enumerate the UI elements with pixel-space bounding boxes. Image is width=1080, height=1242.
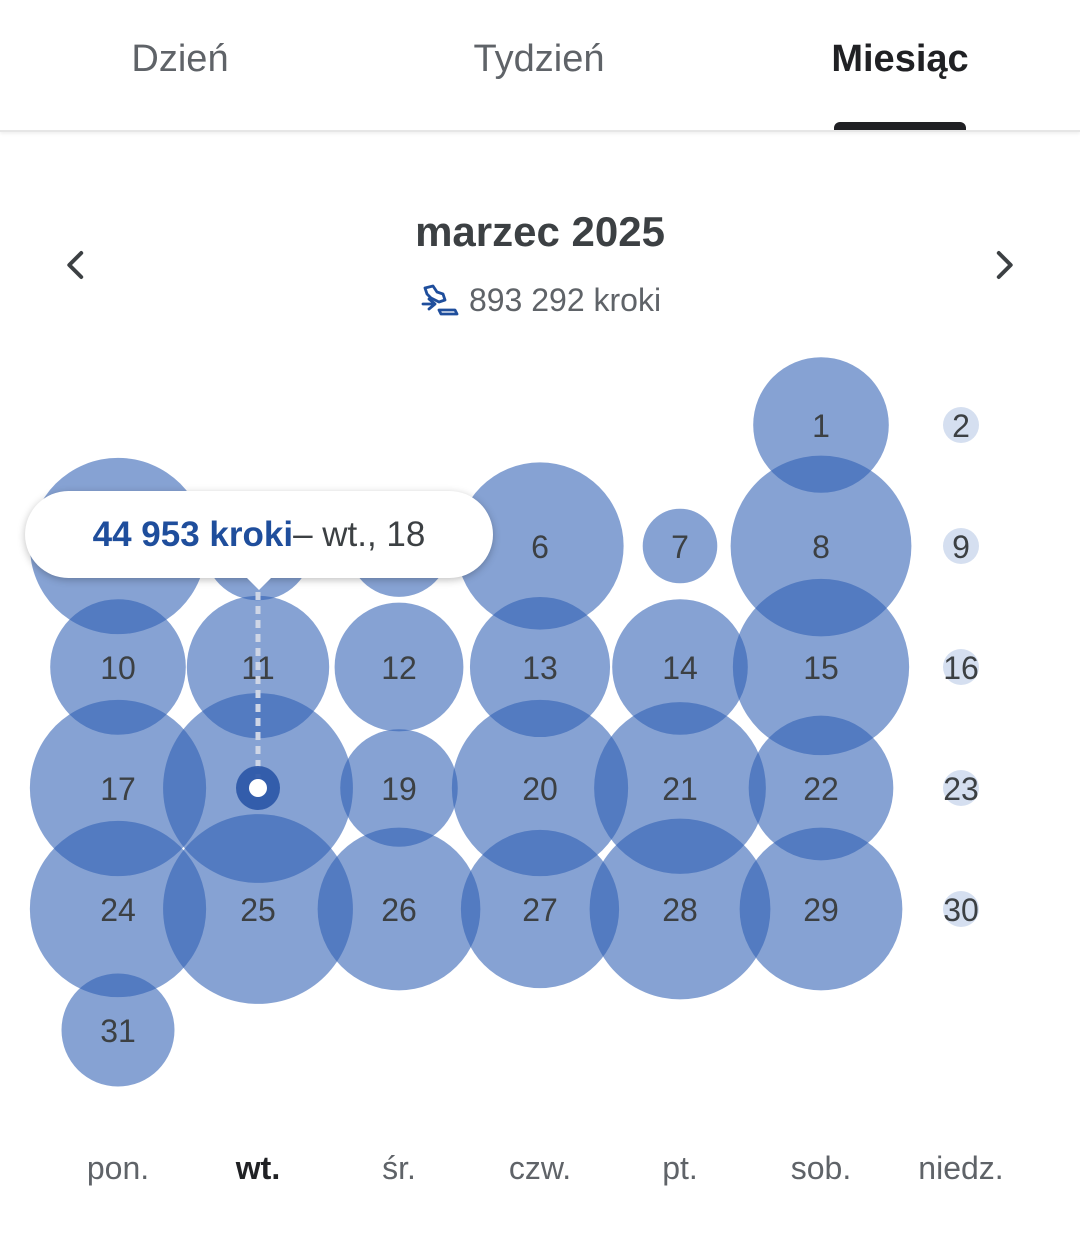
day-number-label: 1 — [812, 408, 830, 444]
day-number-label: 2 — [952, 408, 970, 444]
day-number-label: 21 — [662, 771, 698, 807]
tooltip-steps: 44 953 kroki — [92, 514, 294, 554]
weekday-label: pon. — [86, 1150, 150, 1186]
day-bubble[interactable] — [451, 699, 629, 877]
day-number-label: 26 — [381, 892, 417, 928]
day-bubble[interactable] — [460, 829, 620, 989]
day-number-label: 22 — [803, 771, 839, 807]
selected-day-tooltip: 44 953 kroki – wt., 18 — [25, 491, 493, 578]
day-number-label: 30 — [943, 892, 979, 928]
day-bubble[interactable] — [943, 407, 979, 443]
day-number-label: 8 — [812, 529, 830, 565]
day-bubble[interactable] — [732, 578, 910, 756]
month-title: marzec 2025 — [415, 208, 665, 255]
day-number-label: 7 — [671, 529, 689, 565]
day-number-label: 16 — [943, 650, 979, 686]
tab-week[interactable]: Tydzień — [473, 38, 605, 80]
monthly-total-steps: 893 292 kroki — [468, 282, 662, 318]
next-month-button[interactable] — [974, 235, 1034, 295]
day-number-label: 27 — [522, 892, 558, 928]
day-number-label: 24 — [100, 892, 136, 928]
weekday-label: sob. — [790, 1150, 852, 1186]
day-bubble[interactable] — [943, 649, 979, 685]
day-number-label: 14 — [662, 650, 698, 686]
day-number-label: 28 — [662, 892, 698, 928]
active-tab-indicator — [834, 122, 966, 130]
day-number-label: 12 — [381, 650, 417, 686]
day-bubble[interactable] — [340, 729, 458, 847]
day-bubble[interactable] — [612, 599, 748, 735]
day-bubble[interactable] — [29, 699, 207, 877]
day-number-label: 10 — [100, 650, 136, 686]
day-bubble[interactable] — [589, 818, 771, 1000]
day-number-label: 23 — [943, 771, 979, 807]
weekday-label: pt. — [662, 1150, 698, 1186]
day-bubble[interactable] — [334, 602, 464, 732]
day-number-label: 31 — [100, 1013, 136, 1049]
day-number-label: 29 — [803, 892, 839, 928]
day-bubble[interactable] — [753, 357, 889, 493]
day-bubble[interactable] — [29, 820, 207, 998]
day-bubble[interactable] — [943, 528, 979, 564]
weekday-label: czw. — [508, 1150, 572, 1186]
day-number-label: 9 — [952, 529, 970, 565]
day-number-label: 6 — [531, 529, 549, 565]
day-number-label: 17 — [100, 771, 136, 807]
chevron-right-icon — [996, 251, 1013, 279]
tooltip-pointer — [245, 576, 273, 590]
day-bubble[interactable] — [50, 599, 186, 735]
day-bubble[interactable] — [943, 770, 979, 806]
day-bubble[interactable] — [642, 508, 718, 584]
day-bubble[interactable] — [317, 827, 481, 991]
weekday-label: śr. — [382, 1150, 416, 1186]
weekday-label: wt. — [235, 1150, 281, 1186]
day-number-label: 15 — [803, 650, 839, 686]
day-bubble[interactable] — [739, 827, 903, 991]
day-bubble[interactable] — [469, 596, 611, 738]
day-number-label: 25 — [240, 892, 276, 928]
day-number-label: 13 — [522, 650, 558, 686]
day-number-label: 20 — [522, 771, 558, 807]
day-bubble[interactable] — [456, 462, 624, 630]
previous-month-button[interactable] — [46, 235, 106, 295]
day-bubble[interactable] — [61, 973, 175, 1087]
day-bubble[interactable] — [748, 715, 894, 861]
tooltip-date: – wt., 18 — [293, 514, 426, 554]
selected-day-marker-dot — [249, 779, 267, 797]
tab-day[interactable]: Dzień — [131, 38, 229, 80]
view-tabs: Dzień Tydzień Miesiąc — [0, 0, 1080, 132]
day-bubble[interactable] — [163, 814, 353, 1004]
day-bubble[interactable] — [730, 455, 912, 637]
day-number-label: 19 — [381, 771, 417, 807]
steps-icon — [421, 284, 459, 315]
chevron-left-icon — [67, 251, 84, 279]
tab-month[interactable]: Miesiąc — [831, 38, 969, 80]
day-bubble[interactable] — [943, 891, 979, 927]
weekday-label: niedz. — [918, 1150, 1004, 1186]
bubble-calendar-chart: 1234567891011121314151617192021222324252… — [29, 357, 979, 1087]
monthly-total: 893 292 kroki — [300, 282, 780, 319]
